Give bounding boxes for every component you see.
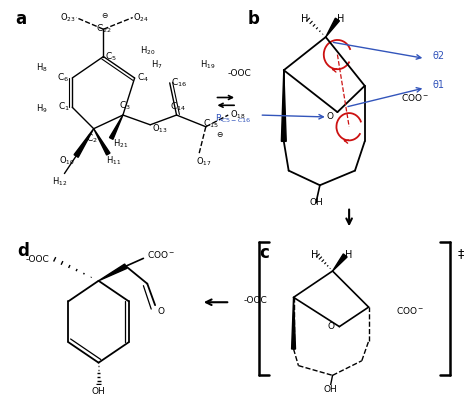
Text: C$_{15}$: C$_{15}$ xyxy=(203,118,219,130)
Text: $‡$: $‡$ xyxy=(457,246,465,261)
Text: COO$^-$: COO$^-$ xyxy=(396,305,424,316)
Text: C$_{16}$: C$_{16}$ xyxy=(172,77,188,89)
Polygon shape xyxy=(94,129,110,155)
Text: R$_{C5-C16}$: R$_{C5-C16}$ xyxy=(215,113,252,125)
Text: O$_{10}$: O$_{10}$ xyxy=(58,154,74,167)
Polygon shape xyxy=(99,264,127,281)
Text: OH: OH xyxy=(309,198,323,207)
Text: C$_2$: C$_2$ xyxy=(86,132,98,145)
Text: C$_1$: C$_1$ xyxy=(57,101,69,113)
Text: H$_8$: H$_8$ xyxy=(36,62,48,75)
Text: θ1: θ1 xyxy=(433,80,445,90)
Text: H$_{21}$: H$_{21}$ xyxy=(113,137,128,150)
Text: C$_6$: C$_6$ xyxy=(57,72,70,84)
Text: O: O xyxy=(157,307,164,316)
Text: H$_{11}$: H$_{11}$ xyxy=(106,154,121,167)
Text: OH: OH xyxy=(91,387,105,395)
Polygon shape xyxy=(282,70,286,141)
Text: O: O xyxy=(327,322,334,331)
Text: C$_{14}$: C$_{14}$ xyxy=(171,100,186,113)
Text: H$_7$: H$_7$ xyxy=(151,58,163,71)
Text: H: H xyxy=(301,15,308,24)
Polygon shape xyxy=(109,115,123,139)
Polygon shape xyxy=(326,18,339,37)
Text: $\ominus$: $\ominus$ xyxy=(100,11,108,20)
Text: O$_{24}$: O$_{24}$ xyxy=(133,11,148,24)
Text: θ2: θ2 xyxy=(433,51,445,60)
Text: O$_{17}$: O$_{17}$ xyxy=(196,156,212,168)
Text: O$_{23}$: O$_{23}$ xyxy=(61,11,76,24)
Text: COO$^-$: COO$^-$ xyxy=(401,92,429,103)
Text: H$_{19}$: H$_{19}$ xyxy=(200,58,216,71)
Text: H: H xyxy=(310,250,318,260)
Text: H$_{12}$: H$_{12}$ xyxy=(52,175,67,188)
Text: C$_4$: C$_4$ xyxy=(137,72,149,84)
Text: O: O xyxy=(326,113,333,122)
Text: O$_{13}$: O$_{13}$ xyxy=(152,122,168,135)
Text: C$_{22}$: C$_{22}$ xyxy=(96,23,111,36)
Text: C$_3$: C$_3$ xyxy=(119,99,131,111)
Text: H: H xyxy=(337,15,345,24)
Text: H$_{20}$: H$_{20}$ xyxy=(139,45,155,57)
Text: OH: OH xyxy=(324,385,337,394)
Text: a: a xyxy=(16,10,27,28)
Polygon shape xyxy=(333,254,347,271)
Text: c: c xyxy=(259,244,269,262)
Text: b: b xyxy=(248,10,260,28)
Text: -OOC: -OOC xyxy=(26,255,50,264)
Text: C$_5$: C$_5$ xyxy=(105,50,117,63)
Text: d: d xyxy=(18,242,29,260)
Text: COO$^-$: COO$^-$ xyxy=(147,249,176,260)
Text: -OOC: -OOC xyxy=(244,296,267,305)
Text: $\ominus$: $\ominus$ xyxy=(216,130,223,139)
Polygon shape xyxy=(74,129,94,157)
Text: O$_{18}$: O$_{18}$ xyxy=(230,109,246,121)
Polygon shape xyxy=(292,297,295,349)
Text: H: H xyxy=(345,250,353,260)
Text: -OOC: -OOC xyxy=(228,69,252,78)
Text: H$_9$: H$_9$ xyxy=(36,103,48,115)
